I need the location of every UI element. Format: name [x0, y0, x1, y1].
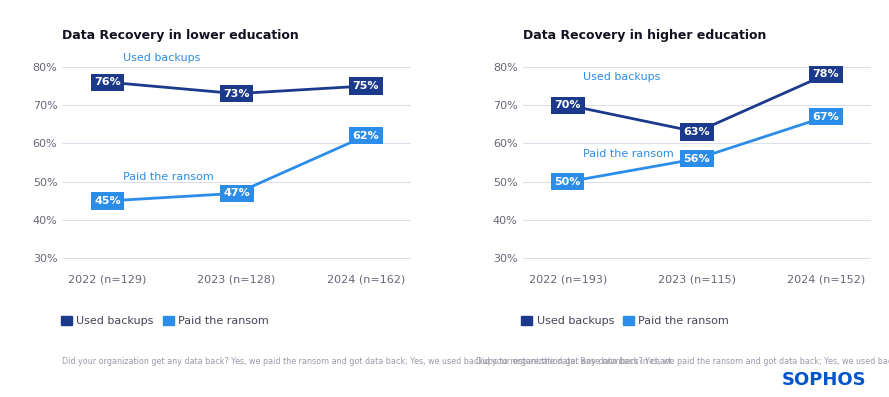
Text: 70%: 70% [555, 100, 581, 110]
Legend: Used backups, Paid the ransom: Used backups, Paid the ransom [60, 316, 269, 326]
Text: 56%: 56% [684, 154, 710, 164]
Text: Data Recovery in lower education: Data Recovery in lower education [62, 29, 299, 42]
Text: Paid the ransom: Paid the ransom [583, 149, 674, 159]
Text: Did your organization get any data back? Yes, we paid the ransom and got data ba: Did your organization get any data back?… [62, 357, 674, 366]
Text: Paid the ransom: Paid the ransom [123, 172, 213, 182]
Text: 75%: 75% [352, 81, 379, 91]
Text: 67%: 67% [813, 112, 839, 121]
Legend: Used backups, Paid the ransom: Used backups, Paid the ransom [521, 316, 729, 326]
Text: Used backups: Used backups [583, 72, 661, 82]
Text: 62%: 62% [352, 131, 379, 141]
Text: 78%: 78% [813, 69, 839, 79]
Text: Data Recovery in higher education: Data Recovery in higher education [523, 29, 766, 42]
Text: 45%: 45% [94, 196, 121, 206]
Text: 47%: 47% [223, 188, 250, 198]
Text: Used backups: Used backups [123, 53, 200, 63]
Text: 76%: 76% [94, 77, 121, 87]
Text: 73%: 73% [223, 89, 250, 98]
Text: 63%: 63% [684, 127, 710, 137]
Text: Did your organization get any data back? Yes, we paid the ransom and got data ba: Did your organization get any data back?… [476, 357, 889, 366]
Text: SOPHOS: SOPHOS [782, 371, 867, 389]
Text: 50%: 50% [555, 177, 581, 187]
